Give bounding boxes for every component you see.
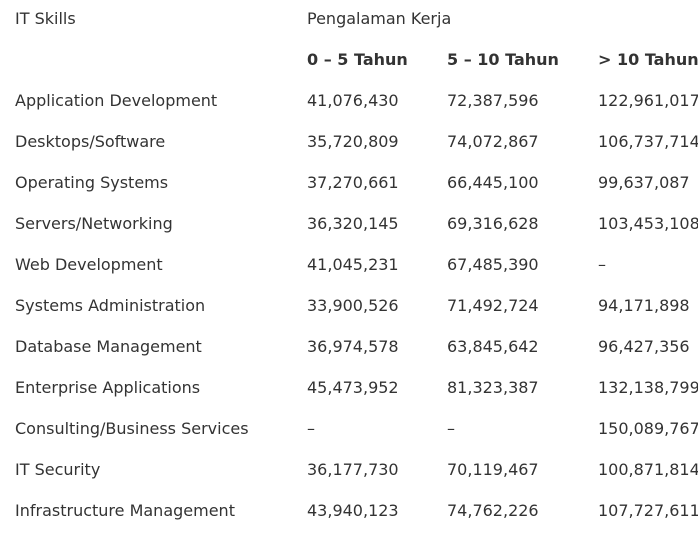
- value-cell: 70,119,467: [447, 460, 539, 479]
- table-row: Database Management 36,974,578 63,845,64…: [0, 328, 698, 369]
- table-row: Consulting/Business Services – – 150,089…: [0, 410, 698, 451]
- skill-cell: Database Management: [15, 337, 202, 356]
- value-cell: 100,871,814: [598, 460, 698, 479]
- column-header-5-10-years: 5 – 10 Tahun: [447, 50, 559, 69]
- value-cell: 132,138,799: [598, 378, 698, 397]
- table-row: Servers/Networking 36,320,145 69,316,628…: [0, 205, 698, 246]
- value-cell: 33,900,526: [307, 296, 399, 315]
- skill-cell: Systems Administration: [15, 296, 206, 315]
- header-row: IT Skills Pengalaman Kerja: [0, 0, 698, 41]
- value-cell: 66,445,100: [447, 173, 539, 192]
- value-cell: –: [307, 419, 315, 438]
- skill-cell: Consulting/Business Services: [15, 419, 249, 438]
- value-cell: 67,485,390: [447, 255, 539, 274]
- value-cell: 36,320,145: [307, 214, 399, 233]
- table-row: Enterprise Applications 45,473,952 81,32…: [0, 369, 698, 410]
- column-header-it-skills: IT Skills: [15, 9, 76, 28]
- skill-cell: Desktops/Software: [15, 132, 166, 151]
- table-row: Operating Systems 37,270,661 66,445,100 …: [0, 164, 698, 205]
- value-cell: 150,089,767: [598, 419, 698, 438]
- column-header-over-10-years: > 10 Tahun: [598, 50, 698, 69]
- skill-cell: Application Development: [15, 91, 218, 110]
- value-cell: 41,045,231: [307, 255, 399, 274]
- value-cell: 74,762,226: [447, 501, 539, 520]
- value-cell: 41,076,430: [307, 91, 399, 110]
- value-cell: –: [447, 419, 455, 438]
- skill-cell: Infrastructure Management: [15, 501, 235, 520]
- column-group-header-experience: Pengalaman Kerja: [307, 9, 452, 28]
- table-row: Web Development 41,045,231 67,485,390 –: [0, 246, 698, 287]
- value-cell: 94,171,898: [598, 296, 690, 315]
- value-cell: –: [598, 255, 606, 274]
- value-cell: 107,727,611: [598, 501, 698, 520]
- value-cell: 96,427,356: [598, 337, 690, 356]
- value-cell: 63,845,642: [447, 337, 539, 356]
- column-header-0-5-years: 0 – 5 Tahun: [307, 50, 408, 69]
- value-cell: 72,387,596: [447, 91, 539, 110]
- value-cell: 106,737,714: [598, 132, 698, 151]
- skill-cell: IT Security: [15, 460, 101, 479]
- value-cell: 37,270,661: [307, 173, 399, 192]
- value-cell: 69,316,628: [447, 214, 539, 233]
- value-cell: 81,323,387: [447, 378, 539, 397]
- value-cell: 35,720,809: [307, 132, 399, 151]
- table-row: IT Security 36,177,730 70,119,467 100,87…: [0, 451, 698, 492]
- skill-cell: Enterprise Applications: [15, 378, 201, 397]
- value-cell: 71,492,724: [447, 296, 539, 315]
- skill-cell: Operating Systems: [15, 173, 169, 192]
- skill-cell: Web Development: [15, 255, 163, 274]
- table-row: Systems Administration 33,900,526 71,492…: [0, 287, 698, 328]
- value-cell: 43,940,123: [307, 501, 399, 520]
- value-cell: 99,637,087: [598, 173, 690, 192]
- value-cell: 74,072,867: [447, 132, 539, 151]
- subheader-row: 0 – 5 Tahun 5 – 10 Tahun > 10 Tahun: [0, 41, 698, 82]
- table-row: Desktops/Software 35,720,809 74,072,867 …: [0, 123, 698, 164]
- value-cell: 122,961,017: [598, 91, 698, 110]
- table-row: Application Development 41,076,430 72,38…: [0, 82, 698, 123]
- skill-cell: Servers/Networking: [15, 214, 173, 233]
- value-cell: 103,453,108: [598, 214, 698, 233]
- value-cell: 36,177,730: [307, 460, 399, 479]
- value-cell: 45,473,952: [307, 378, 399, 397]
- value-cell: 36,974,578: [307, 337, 399, 356]
- table-row: Infrastructure Management 43,940,123 74,…: [0, 492, 698, 533]
